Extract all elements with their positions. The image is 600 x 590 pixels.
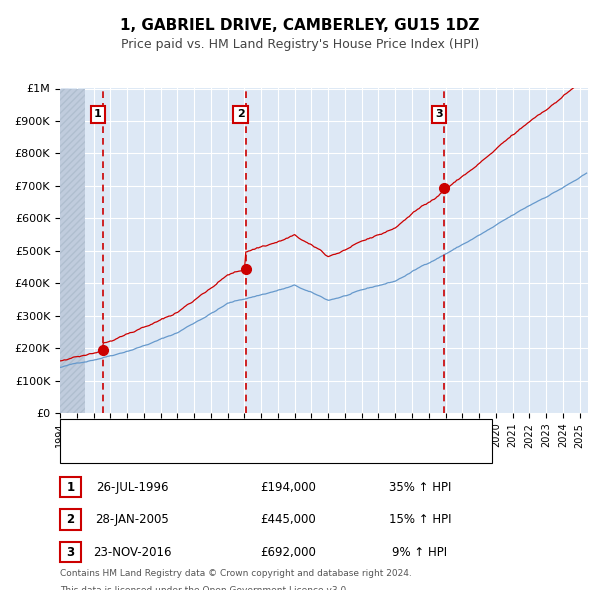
Text: 1: 1 — [94, 110, 102, 119]
Text: 1: 1 — [67, 481, 74, 494]
Polygon shape — [60, 88, 85, 413]
Text: £445,000: £445,000 — [260, 513, 316, 526]
Text: 23-NOV-2016: 23-NOV-2016 — [93, 546, 171, 559]
Text: 15% ↑ HPI: 15% ↑ HPI — [389, 513, 451, 526]
Text: 1, GABRIEL DRIVE, CAMBERLEY, GU15 1DZ: 1, GABRIEL DRIVE, CAMBERLEY, GU15 1DZ — [120, 18, 480, 32]
Text: 1, GABRIEL DRIVE, CAMBERLEY, GU15 1DZ (detached house): 1, GABRIEL DRIVE, CAMBERLEY, GU15 1DZ (d… — [93, 425, 410, 434]
Text: 3: 3 — [67, 546, 74, 559]
Polygon shape — [60, 88, 68, 413]
Text: 26-JUL-1996: 26-JUL-1996 — [96, 481, 168, 494]
Text: 3: 3 — [435, 110, 443, 119]
Text: —: — — [72, 443, 92, 462]
Text: 28-JAN-2005: 28-JAN-2005 — [95, 513, 169, 526]
Text: HPI: Average price, detached house, Surrey Heath: HPI: Average price, detached house, Surr… — [93, 448, 355, 457]
Text: —: — — [72, 420, 92, 439]
Text: Price paid vs. HM Land Registry's House Price Index (HPI): Price paid vs. HM Land Registry's House … — [121, 38, 479, 51]
Text: 9% ↑ HPI: 9% ↑ HPI — [392, 546, 448, 559]
Text: This data is licensed under the Open Government Licence v3.0.: This data is licensed under the Open Gov… — [60, 586, 349, 590]
Text: Contains HM Land Registry data © Crown copyright and database right 2024.: Contains HM Land Registry data © Crown c… — [60, 569, 412, 578]
Text: 2: 2 — [237, 110, 245, 119]
Text: £692,000: £692,000 — [260, 546, 316, 559]
Text: £194,000: £194,000 — [260, 481, 316, 494]
Text: 35% ↑ HPI: 35% ↑ HPI — [389, 481, 451, 494]
Text: 2: 2 — [67, 513, 74, 526]
